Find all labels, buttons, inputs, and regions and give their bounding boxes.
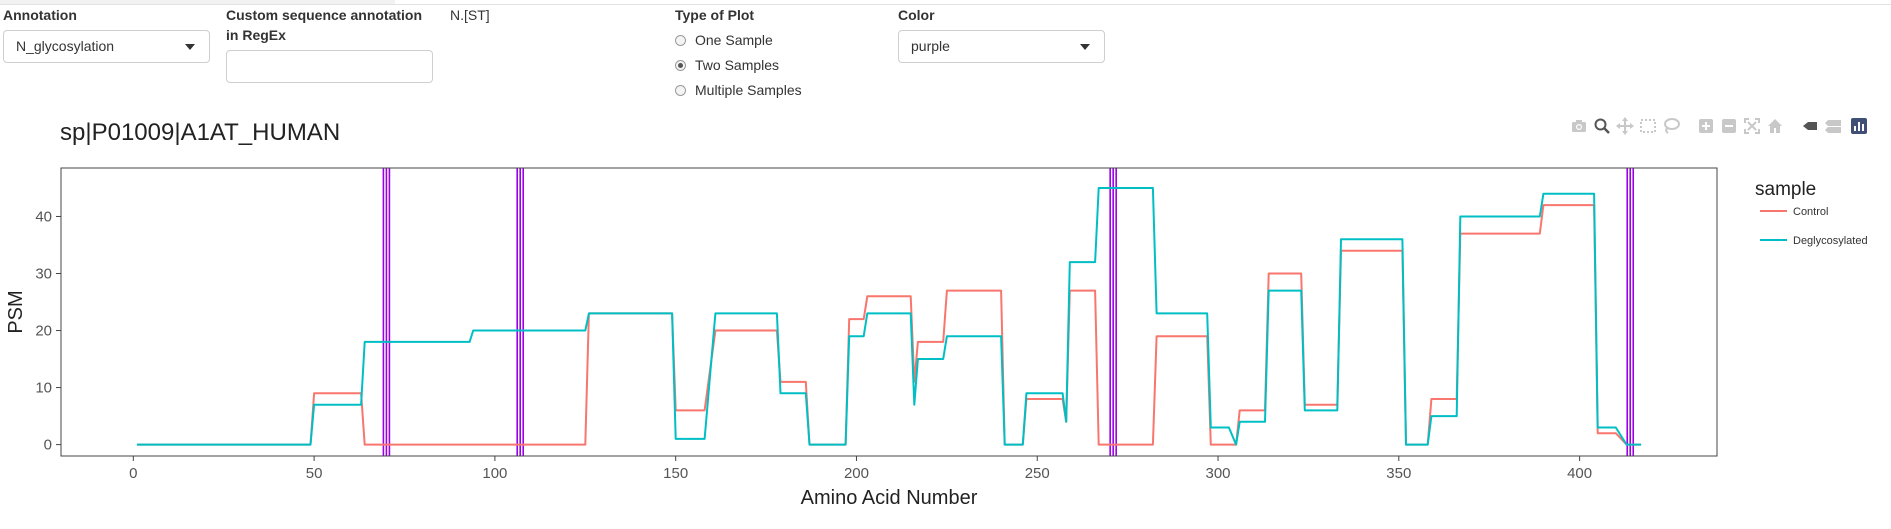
radio-multiple-samples[interactable]: Multiple Samples — [675, 80, 802, 100]
zoom-icon[interactable] — [1593, 117, 1611, 135]
radio-label: Multiple Samples — [695, 82, 802, 98]
color-label: Color — [898, 7, 935, 23]
y-tick-label: 40 — [35, 208, 52, 225]
box-select-icon[interactable] — [1639, 117, 1657, 135]
color-select[interactable]: purple — [898, 30, 1105, 63]
chart-legend: sample Control Deglycosylated — [1755, 179, 1868, 247]
plot-type-label: Type of Plot — [675, 7, 755, 23]
radio-circle-checked[interactable] — [675, 59, 686, 71]
y-axis-title: PSM — [5, 290, 27, 333]
annotation-label: Annotation — [3, 7, 77, 23]
zoom-out-icon[interactable] — [1720, 117, 1738, 135]
radio-label: Two Samples — [695, 57, 780, 73]
autoscale-icon[interactable] — [1743, 117, 1761, 135]
psm-line-chart: 0 50 100 150 200 250 300 350 400 0 10 20 30 40 Amino… — [5, 167, 1868, 509]
pan-icon[interactable] — [1616, 117, 1634, 135]
x-axis-ticks: 0 50 100 150 200 250 300 350 400 — [129, 456, 1592, 482]
tab-strip-segment — [0, 0, 395, 4]
series-line-control — [136, 204, 1642, 446]
series-line-deglycosylated — [136, 187, 1642, 446]
chart-series-group — [136, 187, 1642, 446]
chevron-down-icon — [1080, 44, 1090, 50]
y-tick-label: 20 — [35, 323, 52, 340]
annotation-select-value: N_glycosylation — [16, 38, 115, 54]
annotation-select[interactable]: N_glycosylation — [3, 30, 210, 63]
reset-axes-icon[interactable] — [1766, 117, 1784, 135]
x-tick-label: 250 — [1025, 465, 1050, 482]
plot-title: sp|P01009|A1AT_HUMAN — [60, 119, 341, 146]
radio-circle[interactable] — [675, 34, 686, 46]
radio-label: One Sample — [695, 32, 773, 48]
x-axis-title: Amino Acid Number — [801, 487, 978, 509]
x-tick-label: 150 — [663, 465, 688, 482]
legend-label-control: Control — [1793, 206, 1828, 218]
camera-icon[interactable] — [1570, 117, 1588, 135]
legend-title: sample — [1755, 179, 1816, 200]
radio-one-sample[interactable]: One Sample — [675, 30, 773, 50]
y-axis-ticks: 0 10 20 30 40 — [35, 208, 61, 454]
custom-seq-input[interactable] — [226, 50, 433, 83]
y-tick-label: 30 — [35, 266, 52, 283]
custom-seq-label-line1: Custom sequence annotation — [226, 7, 423, 23]
x-tick-label: 50 — [306, 465, 323, 482]
legend-label-deglycosylated: Deglycosylated — [1793, 235, 1868, 247]
hover-closest-icon[interactable] — [1824, 117, 1842, 135]
lasso-icon[interactable] — [1662, 117, 1680, 135]
custom-seq-label-line2: in RegEx — [226, 27, 286, 43]
x-tick-label: 200 — [844, 465, 869, 482]
y-tick-label: 0 — [44, 437, 52, 454]
radio-circle[interactable] — [675, 84, 686, 96]
y-tick-label: 10 — [35, 380, 52, 397]
color-select-value: purple — [911, 38, 950, 54]
custom-seq-example: N.[ST] — [450, 7, 490, 23]
x-tick-label: 100 — [482, 465, 507, 482]
zoom-in-icon[interactable] — [1697, 117, 1715, 135]
plot-area-border — [60, 167, 1718, 457]
plotly-logo-icon[interactable] — [1850, 117, 1868, 135]
x-tick-label: 400 — [1567, 465, 1592, 482]
x-tick-label: 350 — [1386, 465, 1411, 482]
chevron-down-icon — [185, 44, 195, 50]
x-tick-label: 300 — [1206, 465, 1231, 482]
spike-lines-icon[interactable] — [1801, 117, 1819, 135]
top-tab-strip — [0, 0, 1891, 5]
annotation-site-lines — [382, 168, 1635, 456]
radio-two-samples[interactable]: Two Samples — [675, 55, 779, 75]
x-tick-label: 0 — [129, 465, 137, 482]
